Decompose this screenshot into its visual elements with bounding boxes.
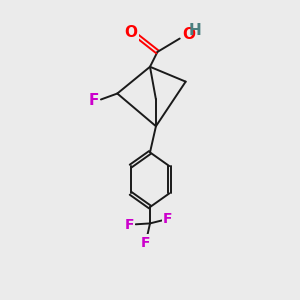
Text: F: F — [163, 212, 172, 226]
Text: F: F — [88, 94, 99, 109]
Text: O: O — [183, 27, 196, 42]
Text: F: F — [141, 236, 150, 250]
Text: O: O — [124, 25, 137, 40]
Text: F: F — [124, 218, 134, 232]
Text: H: H — [189, 23, 202, 38]
